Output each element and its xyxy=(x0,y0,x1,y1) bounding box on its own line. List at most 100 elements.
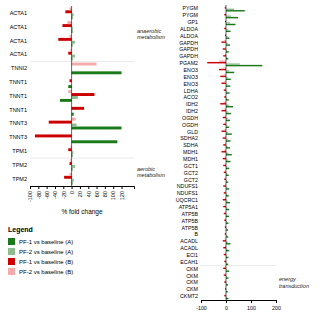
bar xyxy=(70,7,72,10)
bar xyxy=(226,79,231,80)
bar xyxy=(72,71,122,74)
tick-label: ACO2 xyxy=(184,94,198,100)
category-tick: TNNI2 xyxy=(11,65,30,71)
bar xyxy=(68,148,71,151)
tick-mark xyxy=(251,300,252,303)
category-tick: MDH1 xyxy=(183,149,201,155)
bar xyxy=(226,63,240,64)
tick-label: TNNT1 xyxy=(9,79,27,85)
bar xyxy=(224,89,226,90)
category-tick: TNNT1 xyxy=(9,79,30,85)
tick-label: -100 xyxy=(196,305,207,311)
bar xyxy=(68,52,71,55)
category-tick: GCT1 xyxy=(184,163,201,169)
category-tick: ALDOA xyxy=(180,33,201,39)
bar xyxy=(72,165,75,168)
series xyxy=(226,10,262,299)
bar xyxy=(226,72,234,73)
x-axis-title: % fold change xyxy=(61,208,103,216)
tick-label: 20 xyxy=(77,191,83,197)
tick-label: 100 xyxy=(110,191,116,200)
tick-label: PYGM xyxy=(182,5,198,11)
tick-label: GP1 xyxy=(187,19,198,25)
tick: 60 xyxy=(94,186,100,197)
bar xyxy=(220,103,226,104)
bar xyxy=(70,35,72,38)
tick-mark xyxy=(201,300,202,303)
bar xyxy=(68,85,71,88)
tick-label: OGDH xyxy=(182,122,198,128)
bar xyxy=(226,85,230,86)
bar xyxy=(72,118,76,121)
x-axis: -1000100200 xyxy=(196,300,281,311)
tick: -40 xyxy=(52,186,58,199)
category-tick: TPM1 xyxy=(12,148,30,154)
tick-label: TNNT1 xyxy=(9,93,27,99)
bar xyxy=(67,21,71,24)
tick-mark xyxy=(122,186,123,189)
bar xyxy=(222,151,227,152)
tick-label: TPM1 xyxy=(12,148,27,154)
bar xyxy=(226,161,231,162)
bar xyxy=(226,31,231,32)
category-tick: NDUFS1 xyxy=(177,190,201,196)
bar xyxy=(226,58,228,59)
bar xyxy=(222,110,227,111)
bar xyxy=(64,176,71,179)
category-tick: PYGM xyxy=(182,12,201,18)
tick: 80 xyxy=(102,186,108,197)
bar xyxy=(223,199,226,200)
category-tick: TNNT3 xyxy=(9,134,30,140)
tick-label: -60 xyxy=(44,191,50,199)
bar xyxy=(226,133,232,134)
annotation-line: energy xyxy=(279,276,297,282)
bar xyxy=(226,113,231,114)
bar xyxy=(226,140,231,141)
bar xyxy=(70,79,72,82)
tick-label: TPM2 xyxy=(12,176,27,182)
category-tick: GCT2 xyxy=(184,177,201,183)
category-tick: ACTA1 xyxy=(10,38,30,44)
tick-label: CKMT2 xyxy=(180,293,198,299)
tick-label: NDUFS1 xyxy=(177,183,198,189)
tick-label: -80 xyxy=(36,191,42,199)
bar xyxy=(68,90,71,93)
tick-label: ATP5B xyxy=(182,225,199,231)
category-tick: ACTA1 xyxy=(10,10,30,16)
tick-label: GCT2 xyxy=(184,177,198,183)
series xyxy=(72,13,78,181)
tick-mark xyxy=(88,186,89,189)
category-tick: PYGM xyxy=(182,5,201,11)
zero-line xyxy=(226,5,227,300)
bar xyxy=(226,132,228,133)
bar xyxy=(219,61,226,62)
bar xyxy=(223,144,226,145)
bar xyxy=(226,106,233,107)
category-tick: TPM2 xyxy=(12,162,30,168)
bar xyxy=(223,185,226,186)
tick-label: -20 xyxy=(61,191,67,199)
tick-label: GAPDH xyxy=(179,53,198,59)
axis-line xyxy=(202,301,277,304)
bar xyxy=(49,121,72,124)
tick: 100 xyxy=(247,300,256,311)
group-separator xyxy=(30,61,134,62)
bar xyxy=(226,202,230,203)
bar xyxy=(226,209,229,210)
tick-label: ATP5B xyxy=(182,218,199,224)
bar xyxy=(70,173,72,176)
bar xyxy=(65,10,71,13)
series xyxy=(226,9,240,298)
tick-label: GCT2 xyxy=(184,170,198,176)
tick-label: IDH2 xyxy=(186,108,198,114)
group-separator xyxy=(30,158,134,159)
tick-label: ENO3 xyxy=(184,81,198,87)
annotation-line: metabolism xyxy=(137,172,166,178)
bar xyxy=(224,172,226,173)
tick-label: 60 xyxy=(94,191,100,197)
tick-mark xyxy=(47,186,48,189)
zero-line xyxy=(71,6,72,186)
bar xyxy=(226,99,229,100)
bar xyxy=(226,168,229,169)
tick-label: ALDOA xyxy=(180,26,198,32)
